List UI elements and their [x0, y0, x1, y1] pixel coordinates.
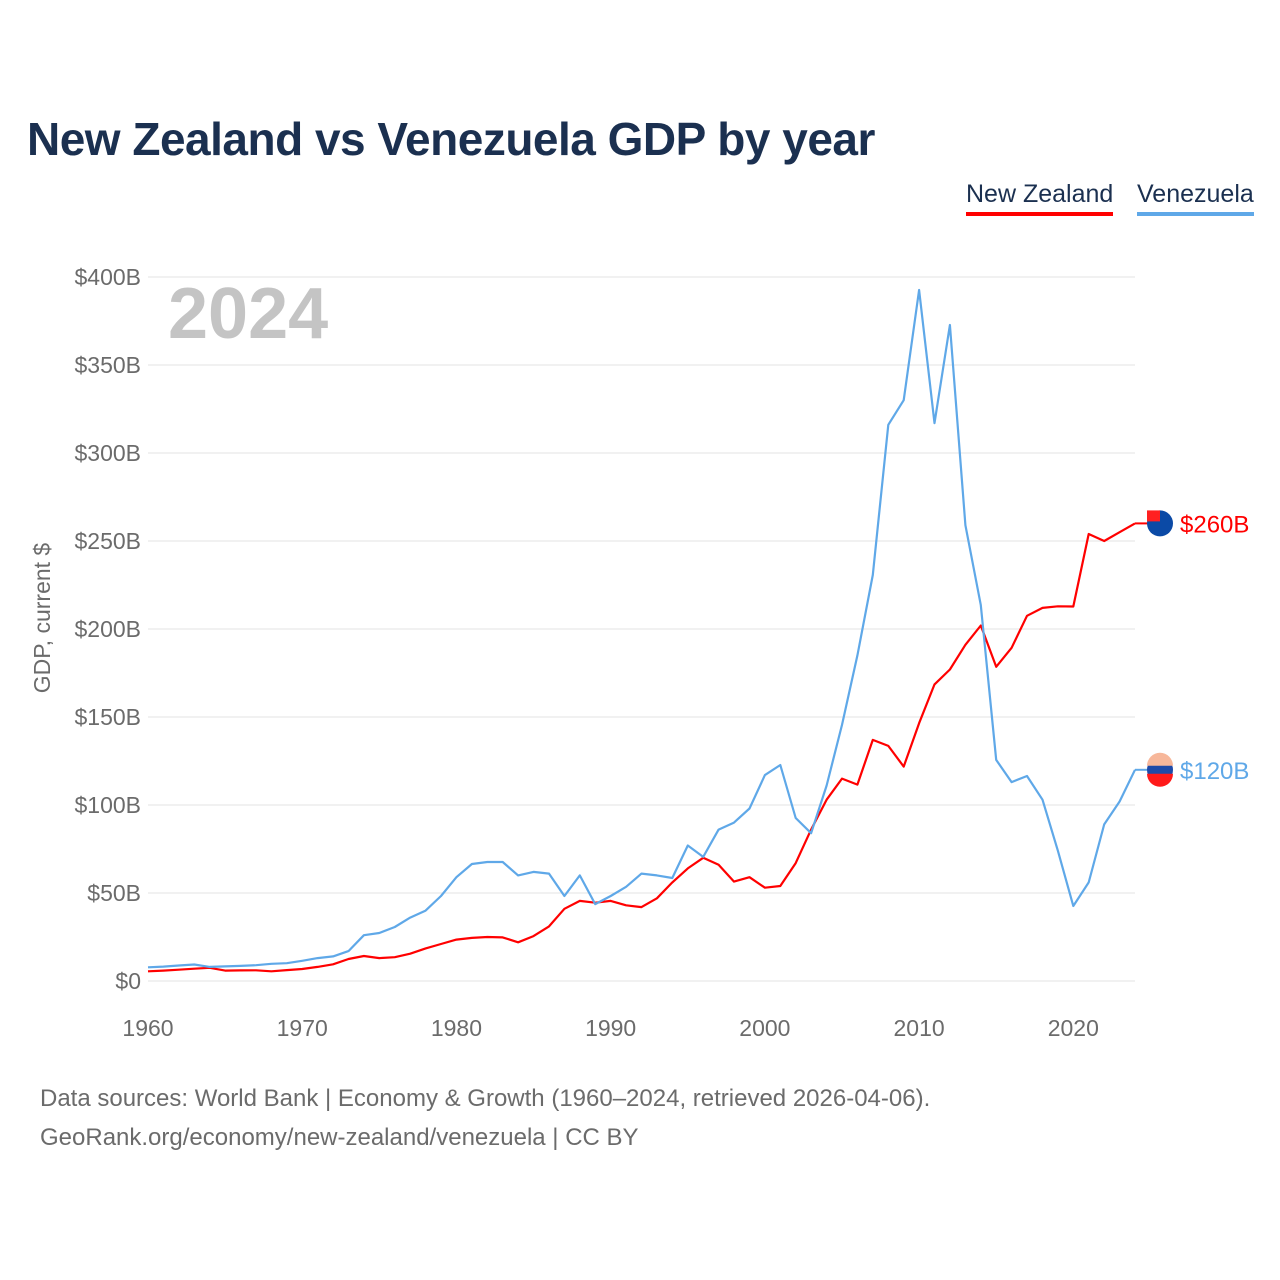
flag-stripe-yellow: [1147, 752, 1173, 766]
y-tick-label: $300B: [74, 440, 141, 466]
chart-title: New Zealand vs Venezuela GDP by year: [27, 113, 875, 165]
y-tick-label: $200B: [74, 616, 141, 642]
flag-stripe-red: [1147, 773, 1173, 787]
end-value-label: $120B: [1180, 758, 1249, 785]
source-text: Data sources: World Bank | Economy & Gro…: [40, 1085, 931, 1112]
x-tick-label: 1960: [122, 1015, 173, 1041]
x-tick-label: 2020: [1048, 1015, 1099, 1041]
end-value-label: $260B: [1180, 511, 1249, 538]
x-tick-label: 2010: [894, 1015, 945, 1041]
y-tick-label: $350B: [74, 352, 141, 378]
y-tick-label: $50B: [87, 880, 141, 906]
legend-venezuela[interactable]: Venezuela: [1137, 180, 1254, 216]
source-link[interactable]: GeoRank.org/economy/new-zealand/venezuel…: [40, 1124, 639, 1151]
legend-new-zealand[interactable]: New Zealand: [966, 180, 1114, 216]
y-tick-label: $250B: [74, 528, 141, 554]
y-tick-label: $150B: [74, 704, 141, 730]
series-line-venezuela: [147, 288, 1136, 969]
x-tick-label: 2000: [739, 1015, 790, 1041]
x-tick-label: 1980: [431, 1015, 482, 1041]
y-axis-label: GDP, current $: [29, 543, 55, 694]
flag-union-jack: [1147, 510, 1160, 522]
y-tick-label: $400B: [74, 264, 141, 290]
year-watermark: 2024: [168, 274, 328, 354]
series-line-new-zealand: [147, 522, 1136, 973]
y-tick-label: $0: [115, 968, 141, 994]
x-tick-label: 1990: [585, 1015, 636, 1041]
y-tick-label: $100B: [74, 792, 141, 818]
x-tick-label: 1970: [277, 1015, 328, 1041]
